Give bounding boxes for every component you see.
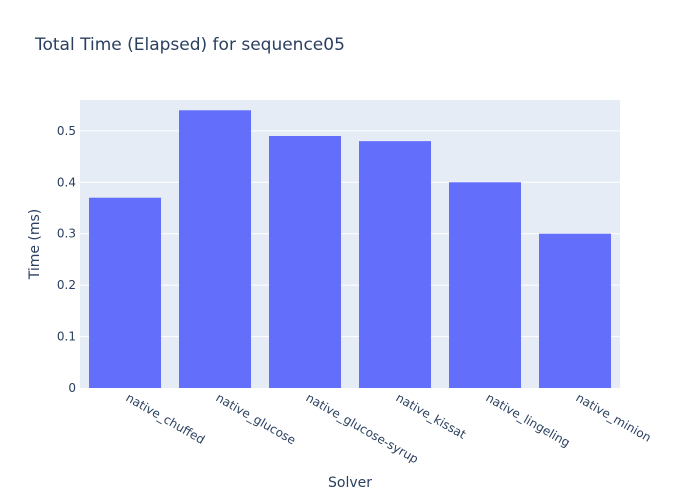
x-axis-title: Solver — [328, 475, 372, 491]
bar-native_chuffed — [89, 197, 161, 388]
chart-title: Total Time (Elapsed) for sequence05 — [34, 35, 345, 55]
bar-native_minion — [539, 233, 611, 388]
y-tick-label: 0.5 — [57, 124, 76, 138]
y-axis-ticks: 0 0.1 0.2 0.3 0.4 0.5 — [57, 124, 76, 395]
bar-native_lingeling — [449, 182, 521, 388]
y-tick-label: 0.3 — [57, 227, 76, 241]
y-tick-label: 0.2 — [57, 278, 76, 292]
y-tick-label: 0.4 — [57, 175, 76, 189]
y-tick-label: 0.1 — [57, 330, 76, 344]
bars — [89, 110, 611, 389]
plot-area — [80, 100, 620, 388]
bar-native_glucose — [179, 110, 251, 389]
bar-native_kissat — [359, 141, 431, 388]
gridlines — [80, 130, 620, 338]
y-tick-label: 0 — [68, 381, 76, 395]
y-axis-title: Time (ms) — [27, 209, 43, 281]
bar-native_glucose-syrup — [269, 136, 341, 388]
